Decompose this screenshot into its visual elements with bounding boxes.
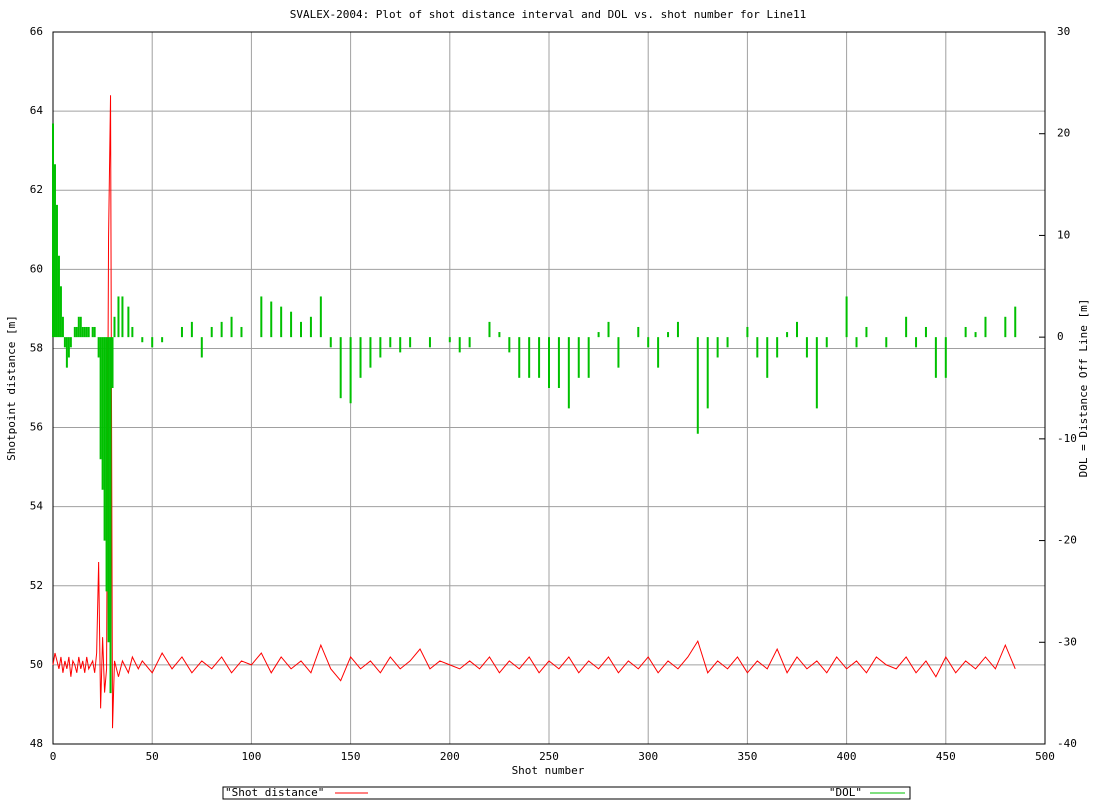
y2-tick-label: -20 [1057, 534, 1077, 547]
x-tick-label: 300 [638, 750, 658, 763]
y-tick-label: 62 [30, 183, 43, 196]
y-tick-label: 48 [30, 737, 43, 750]
x-tick-label: 250 [539, 750, 559, 763]
y2-tick-label: -40 [1057, 737, 1077, 750]
y2-tick-label: 0 [1057, 330, 1064, 343]
y-axis-label: Shotpoint distance [m] [5, 315, 18, 461]
y-tick-label: 58 [30, 341, 43, 354]
y-tick-label: 56 [30, 421, 43, 434]
x-tick-label: 100 [241, 750, 261, 763]
y-tick-label: 50 [30, 658, 43, 671]
y-tick-label: 54 [30, 500, 44, 513]
y2-tick-label: 20 [1057, 127, 1070, 140]
legend-label: "DOL" [829, 786, 862, 799]
x-tick-label: 150 [341, 750, 361, 763]
y-tick-label: 60 [30, 262, 43, 275]
x-tick-label: 200 [440, 750, 460, 763]
y2-axis-label: DOL = Distance Off Line [m] [1077, 299, 1090, 478]
y-tick-label: 64 [30, 104, 44, 117]
legend-label: "Shot distance" [225, 786, 324, 799]
y-tick-label: 52 [30, 579, 43, 592]
data-line [52, 95, 1016, 729]
x-tick-label: 500 [1035, 750, 1055, 763]
y2-tick-label: -30 [1057, 635, 1077, 648]
legend-box [222, 786, 911, 800]
x-tick-label: 0 [50, 750, 57, 763]
x-tick-label: 350 [737, 750, 757, 763]
y2-tick-label: -10 [1057, 432, 1077, 445]
chart-title: SVALEX-2004: Plot of shot distance inter… [290, 8, 807, 21]
plot-frame [52, 31, 1046, 745]
x-axis-label: Shot number [512, 764, 585, 777]
y-tick-label: 66 [30, 25, 43, 38]
x-tick-label: 50 [146, 750, 159, 763]
x-tick-label: 400 [837, 750, 857, 763]
x-tick-label: 450 [936, 750, 956, 763]
y2-tick-label: 30 [1057, 25, 1070, 38]
y2-tick-label: 10 [1057, 228, 1070, 241]
